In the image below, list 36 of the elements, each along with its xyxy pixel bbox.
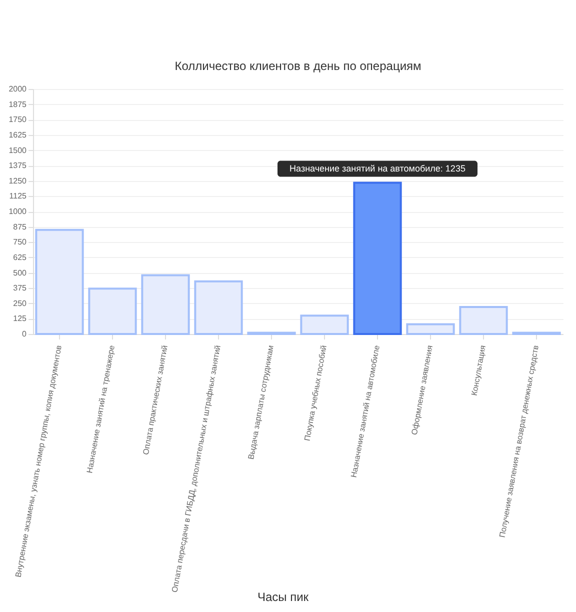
x-tick-label: Оплата практических занятий — [141, 344, 170, 456]
y-tick-label: 1750 — [8, 115, 28, 124]
x-tick-label: Покупка учебных пособий — [302, 344, 328, 442]
y-tick-label: 1000 — [8, 207, 28, 216]
x-tick-label: Оформление заявления — [410, 344, 434, 436]
x-tick-label: Внутренние экзамены, узнать номер группы, копия документов — [14, 344, 64, 578]
x-tick-label: Назначение занятий на тренажере — [85, 344, 117, 474]
y-tick-label: 1375 — [8, 161, 28, 170]
bar — [141, 274, 190, 335]
y-tick-label: 875 — [13, 222, 28, 232]
y-tick-label: 1250 — [8, 176, 28, 186]
y-tick-label: 125 — [13, 314, 28, 324]
y-tick-label: 375 — [13, 284, 28, 293]
y-tick-label: 1625 — [8, 130, 28, 140]
bar — [194, 280, 243, 335]
bar — [300, 314, 349, 335]
y-tick-label: 625 — [13, 252, 28, 262]
y-tick-label: 250 — [13, 298, 28, 308]
y-tick-label: 750 — [13, 238, 28, 247]
annotation: Назначение занятий на автомобиле: 1235 — [290, 164, 466, 174]
y-tick-label: 1875 — [8, 100, 28, 109]
x-tick-label: Выдача зарплаты сотрудникам — [246, 344, 276, 460]
bar — [88, 288, 137, 335]
text: Часы пик — [257, 590, 310, 604]
bar — [353, 182, 402, 335]
x-tick-label: Получение заявления на возврат денежных средств — [498, 344, 540, 538]
y-tick-label: 500 — [13, 268, 28, 278]
x-tick-label: Назначение занятий на автомобиле — [349, 344, 382, 478]
y-tick-label: 1500 — [8, 146, 28, 155]
y-tick-label: 0 — [22, 330, 28, 338]
bar — [35, 228, 84, 335]
bar — [406, 323, 455, 335]
bar — [459, 306, 508, 335]
y-tick-label: 2000 — [8, 84, 28, 94]
chart-title: Колличество клиентов в день по операциям — [174, 59, 422, 73]
y-tick-label: 1125 — [9, 192, 28, 201]
